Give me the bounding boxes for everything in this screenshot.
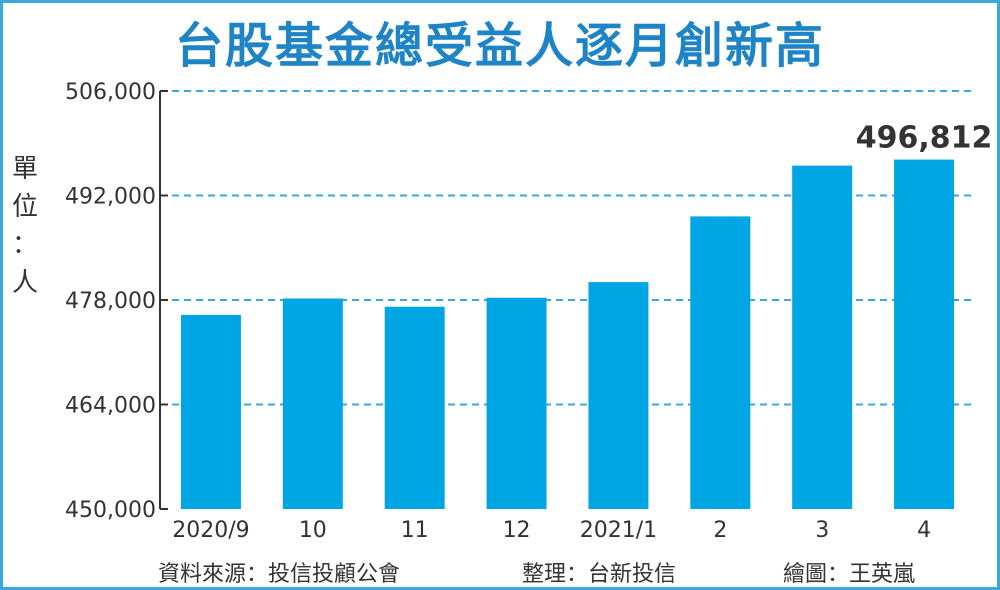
compiled-credit: 整理：台新投信 xyxy=(522,562,677,587)
y-tick-label: 478,000 xyxy=(65,289,156,314)
x-tick-label: 2020/9 xyxy=(172,518,249,543)
graphic-credit: 繪圖：王英嵐 xyxy=(783,562,916,587)
chart-title: 台股基金總受益人逐月創新高 xyxy=(174,18,825,74)
x-tick-label: 10 xyxy=(299,518,327,543)
bar-2020-9 xyxy=(180,314,241,509)
bar-2021-1 xyxy=(588,282,649,509)
x-tick-label: 12 xyxy=(503,518,531,543)
bar-2 xyxy=(690,216,751,509)
x-tick-label: 2 xyxy=(713,518,727,543)
data-label: 496,812 xyxy=(856,121,993,156)
bar-10 xyxy=(282,298,343,509)
x-tick-label: 4 xyxy=(917,518,931,543)
bar-12 xyxy=(486,297,547,509)
unit-label: 單 位 ： 人 xyxy=(11,154,38,298)
y-tick-label: 492,000 xyxy=(65,185,156,210)
y-tick-label: 464,000 xyxy=(65,394,156,419)
bar-4 xyxy=(894,159,955,510)
x-tick-label: 11 xyxy=(401,518,429,543)
y-tick-label: 450,000 xyxy=(65,498,156,523)
x-tick-label: 2021/1 xyxy=(580,518,657,543)
y-tick-label: 506,000 xyxy=(65,80,156,105)
source-credit: 資料來源：投信投顧公會 xyxy=(158,562,401,587)
bar-3 xyxy=(792,165,853,509)
x-tick-label: 3 xyxy=(815,518,829,543)
bar-11 xyxy=(384,306,445,509)
